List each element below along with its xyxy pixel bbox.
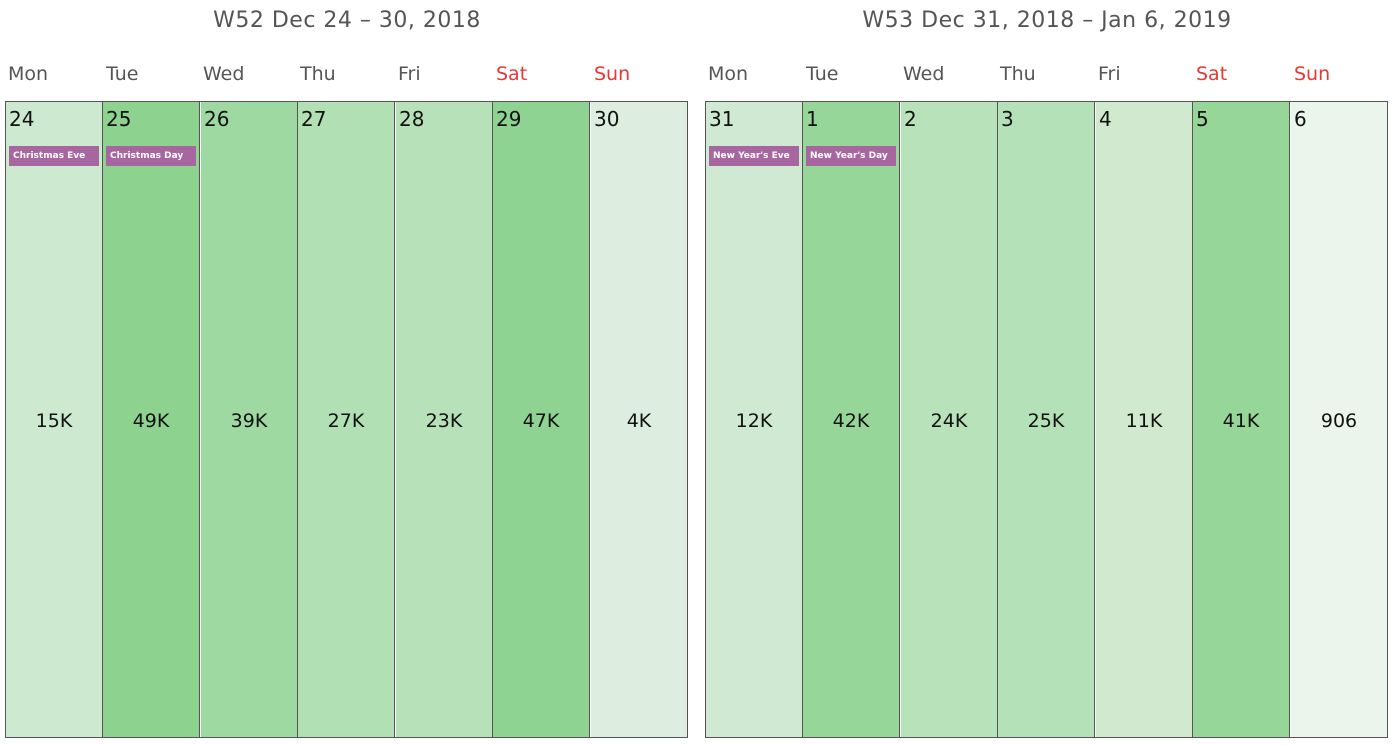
dow-label-sun: Sun (594, 63, 631, 85)
day-cell[interactable]: 24 Christmas Eve 15K (6, 102, 103, 737)
day-number: 25 (106, 107, 132, 131)
holiday-badge[interactable]: Christmas Day (106, 146, 196, 166)
dow-label-tue: Tue (106, 63, 139, 85)
day-number: 30 (594, 107, 620, 131)
dow-label-thu: Thu (1000, 63, 1036, 85)
day-cell[interactable]: 26 39K (201, 102, 298, 737)
day-number: 29 (496, 107, 522, 131)
day-number: 5 (1196, 107, 1209, 131)
week-grid: 31 New Year's Eve 12K 1 New Year's Day 4… (705, 101, 1388, 738)
day-number: 6 (1294, 107, 1307, 131)
day-number: 27 (301, 107, 327, 131)
holiday-badge[interactable]: Christmas Eve (9, 146, 99, 166)
dow-label-mon: Mon (708, 63, 749, 85)
day-cell[interactable]: 28 23K (396, 102, 493, 737)
dow-label-sun: Sun (1294, 63, 1331, 85)
day-number: 2 (904, 107, 917, 131)
day-count: 42K (832, 410, 870, 432)
dow-label-fri: Fri (1098, 63, 1121, 85)
day-number: 24 (9, 107, 35, 131)
day-cell[interactable]: 27 27K (298, 102, 395, 737)
day-cell[interactable]: 29 47K (493, 102, 590, 737)
day-count: 11K (1125, 410, 1163, 432)
holiday-badge[interactable]: New Year's Day (806, 146, 896, 166)
day-cell[interactable]: 2 24K (901, 102, 998, 737)
day-cell[interactable]: 30 4K (591, 102, 687, 737)
day-cell[interactable]: 3 25K (998, 102, 1095, 737)
day-cell[interactable]: 31 New Year's Eve 12K (706, 102, 803, 737)
day-number: 28 (399, 107, 425, 131)
day-count: 41K (1222, 410, 1260, 432)
day-count: 12K (735, 410, 773, 432)
day-cell[interactable]: 25 Christmas Day 49K (103, 102, 200, 737)
day-cell[interactable]: 1 New Year's Day 42K (803, 102, 900, 737)
day-count: 27K (327, 410, 365, 432)
dow-label-mon: Mon (8, 63, 49, 85)
day-cell[interactable]: 6 906 (1291, 102, 1387, 737)
dow-label-fri: Fri (398, 63, 421, 85)
day-number: 31 (709, 107, 735, 131)
day-number: 3 (1001, 107, 1014, 131)
day-count: 39K (230, 410, 268, 432)
day-cell[interactable]: 5 41K (1193, 102, 1290, 737)
dow-label-thu: Thu (300, 63, 336, 85)
dow-label-tue: Tue (806, 63, 839, 85)
day-count: 4K (626, 410, 652, 432)
week-title: W53 Dec 31, 2018 – Jan 6, 2019 (862, 8, 1232, 33)
day-count: 24K (930, 410, 968, 432)
day-cell[interactable]: 4 11K (1096, 102, 1193, 737)
day-count: 906 (1320, 410, 1358, 432)
day-of-week-header: Mon Tue Wed Thu Fri Sat Sun (5, 60, 689, 88)
dow-label-sat: Sat (1196, 63, 1228, 85)
day-count: 15K (35, 410, 73, 432)
day-of-week-header: Mon Tue Wed Thu Fri Sat Sun (705, 60, 1389, 88)
day-count: 49K (132, 410, 170, 432)
day-number: 1 (806, 107, 819, 131)
holiday-badge[interactable]: New Year's Eve (709, 146, 799, 166)
dow-label-wed: Wed (903, 63, 945, 85)
dow-label-sat: Sat (496, 63, 528, 85)
day-number: 4 (1099, 107, 1112, 131)
day-count: 47K (522, 410, 560, 432)
dow-label-wed: Wed (203, 63, 245, 85)
week-grid: 24 Christmas Eve 15K 25 Christmas Day 49… (5, 101, 688, 738)
day-number: 26 (204, 107, 230, 131)
day-count: 25K (1027, 410, 1065, 432)
week-title: W52 Dec 24 – 30, 2018 (213, 8, 481, 33)
day-count: 23K (425, 410, 463, 432)
